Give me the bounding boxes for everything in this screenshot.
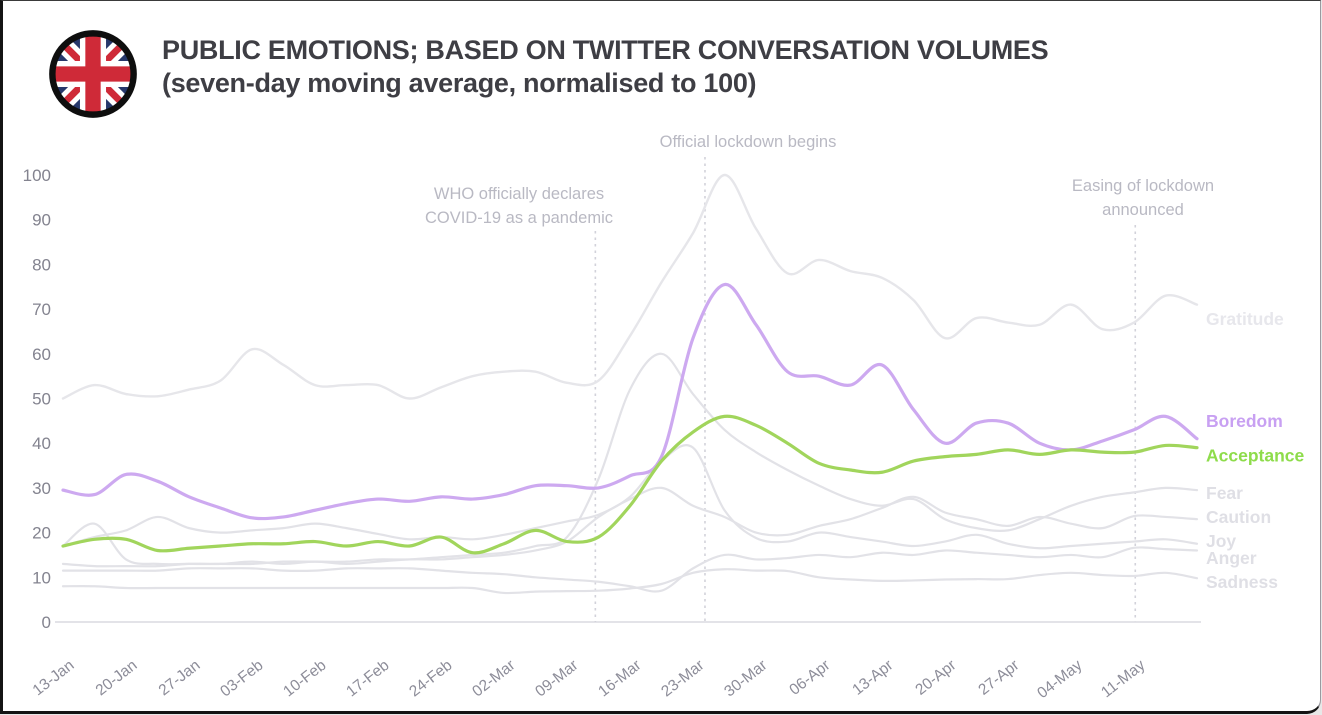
series-label-joy: Joy bbox=[1206, 531, 1236, 551]
x-axis-tick-label: 23-Mar bbox=[658, 657, 707, 701]
series-label-caution: Caution bbox=[1206, 507, 1271, 527]
header: PUBLIC EMOTIONS; BASED ON TWITTER CONVER… bbox=[3, 1, 1320, 131]
y-axis-tick-label: 60 bbox=[32, 345, 51, 364]
x-axis-tick-label: 13-Apr bbox=[849, 657, 896, 699]
series-line-joy bbox=[61, 444, 1199, 550]
title-block: PUBLIC EMOTIONS; BASED ON TWITTER CONVER… bbox=[162, 34, 1049, 100]
series-label-boredom: Boredom bbox=[1206, 411, 1283, 431]
y-axis-tick-label: 80 bbox=[32, 255, 51, 274]
annotation-text-easing-announced: Easing of lockdown announced bbox=[1072, 177, 1214, 219]
series-line-caution bbox=[61, 486, 1199, 566]
series-line-gratitude bbox=[61, 173, 1199, 400]
x-axis-tick-label: 04-May bbox=[1034, 657, 1085, 702]
y-axis-tick-label: 40 bbox=[32, 434, 51, 453]
x-axis-tick-label: 27-Jan bbox=[156, 657, 204, 700]
x-axis-tick-label: 20-Jan bbox=[93, 657, 141, 700]
y-axis-tick-label: 30 bbox=[32, 479, 51, 498]
x-axis-tick-label: 16-Mar bbox=[595, 657, 644, 701]
x-axis-tick-label: 20-Apr bbox=[912, 657, 959, 699]
y-axis-tick-label: 70 bbox=[32, 300, 51, 319]
series-line-anger bbox=[61, 546, 1199, 593]
uk-flag-icon bbox=[49, 30, 137, 118]
y-axis-tick-label: 50 bbox=[32, 390, 51, 409]
y-axis-tick-label: 20 bbox=[32, 524, 51, 543]
x-axis-tick-label: 11-May bbox=[1098, 657, 1148, 702]
x-axis-tick-label: 17-Feb bbox=[343, 657, 392, 701]
series-label-gratitude: Gratitude bbox=[1206, 309, 1284, 329]
y-axis-tick-label: 10 bbox=[32, 568, 51, 587]
series-label-acceptance: Acceptance bbox=[1206, 446, 1305, 466]
x-axis-tick-label: 27-Apr bbox=[975, 657, 1022, 699]
page-title: PUBLIC EMOTIONS; BASED ON TWITTER CONVER… bbox=[162, 35, 1049, 65]
x-axis-tick-label: 24-Feb bbox=[406, 657, 455, 701]
series-line-acceptance bbox=[61, 414, 1199, 555]
series-label-fear: Fear bbox=[1206, 483, 1243, 503]
series-label-sadness: Sadness bbox=[1206, 572, 1278, 592]
x-axis-tick-label: 02-Mar bbox=[469, 657, 518, 701]
y-axis-tick-label: 100 bbox=[23, 166, 51, 185]
x-axis-tick-label: 06-Apr bbox=[786, 657, 833, 699]
x-axis-tick-label: 03-Feb bbox=[217, 657, 266, 701]
annotation-text-who-pandemic: WHO officially declares COVID-19 as a pan… bbox=[425, 185, 613, 227]
x-axis-tick-label: 10-Feb bbox=[280, 657, 329, 701]
y-axis-tick-label: 0 bbox=[42, 613, 51, 632]
series-line-boredom bbox=[61, 282, 1199, 521]
x-axis-tick-label: 09-Mar bbox=[532, 657, 581, 701]
x-axis-tick-label: 13-Jan bbox=[30, 657, 78, 700]
emotions-line-chart: 0 10 20 30 40 50 60 70 80 90 100 13-Jan 20-Jan 27-Jan… bbox=[23, 133, 1305, 702]
y-axis-tick-label: 90 bbox=[32, 211, 51, 230]
annotation-text-lockdown-begins: Official lockdown begins bbox=[660, 133, 837, 151]
series-label-anger: Anger bbox=[1206, 548, 1257, 568]
series-line-fear bbox=[61, 352, 1199, 568]
x-axis-tick-label: 30-Mar bbox=[721, 657, 770, 701]
page-subtitle: (seven-day moving average, normalised to… bbox=[162, 68, 757, 98]
series-line-sadness bbox=[61, 568, 1199, 595]
